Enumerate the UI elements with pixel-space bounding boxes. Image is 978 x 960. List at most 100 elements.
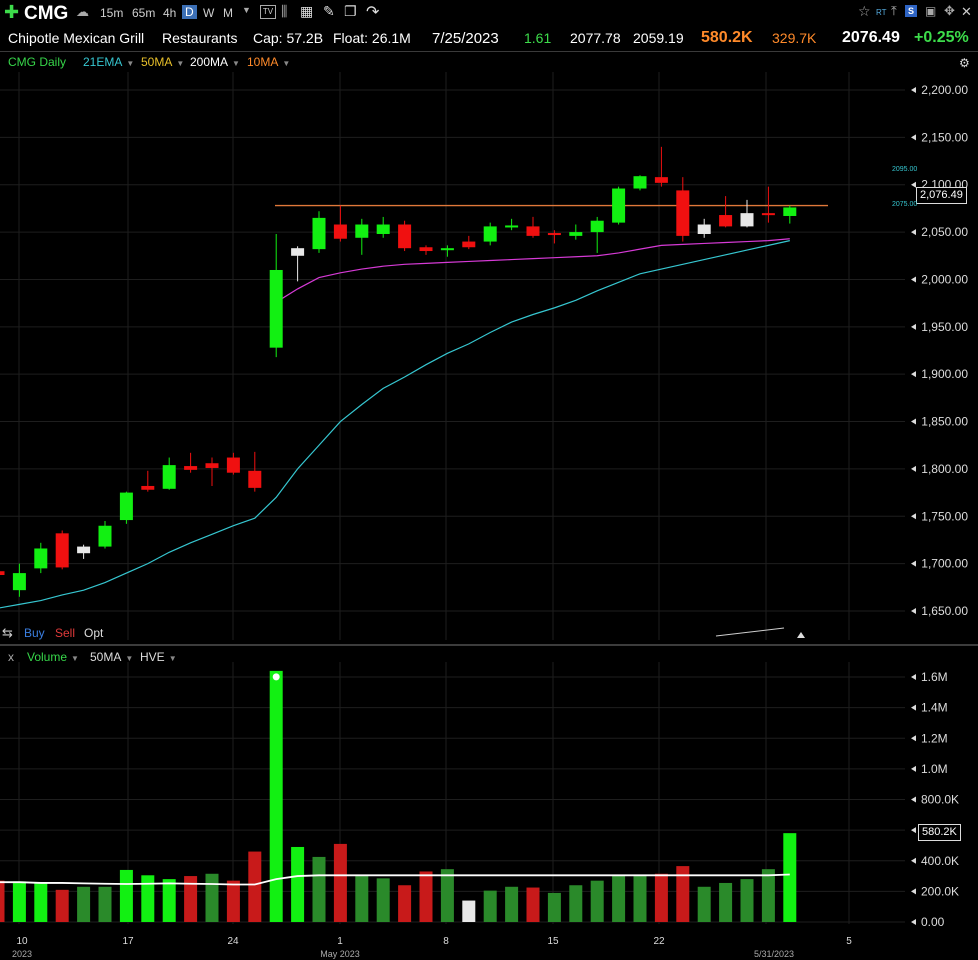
layers-icon[interactable]: ❐ (344, 3, 357, 19)
trendline[interactable] (715, 627, 785, 637)
interval-d[interactable]: D (182, 5, 197, 19)
add-icon[interactable]: ✚ (4, 2, 20, 22)
candle-body (34, 548, 48, 569)
draw-icon[interactable]: ✎ (323, 3, 335, 19)
volume-bar (398, 885, 412, 922)
s-flag[interactable]: S (905, 5, 918, 17)
volume-50ma-study[interactable]: 50MA ▼ (90, 650, 133, 664)
indicators-icon[interactable]: ▦ (300, 3, 314, 19)
candle-body (440, 248, 454, 251)
date-tick-label: 5 (846, 936, 852, 947)
tick-arrow-icon (911, 181, 916, 188)
study-label: 50MA (141, 55, 173, 69)
study-21ema[interactable]: 21EMA ▼ (83, 55, 134, 69)
volume-bar (697, 886, 711, 922)
candle-body (77, 546, 91, 554)
last-price: 2076.49 (842, 29, 900, 46)
candle-body (419, 247, 433, 252)
volume-study[interactable]: Volume ▼ (27, 650, 79, 664)
compare-icon[interactable]: ⫼ (281, 3, 288, 19)
study-200ma[interactable]: 200MA ▼ (190, 55, 240, 69)
tick-arrow-icon (911, 513, 916, 520)
study-cmg-daily[interactable]: CMG Daily (8, 55, 66, 69)
volume-bar (269, 670, 283, 922)
chevron-down-icon: ▼ (168, 654, 177, 663)
hve-study[interactable]: HVE ▼ (140, 650, 177, 664)
close-volume-panel-button[interactable]: x (8, 650, 14, 664)
volume-tick-label: 1.0M (921, 762, 948, 776)
candle-body (226, 457, 240, 473)
interval-m[interactable]: M (223, 6, 233, 20)
candle-body (676, 190, 690, 236)
interval-dropdown-icon[interactable]: ▼ (242, 5, 251, 15)
candle-body (590, 220, 604, 233)
tick-arrow-icon (911, 87, 916, 93)
swap-icon[interactable]: ⇆ (2, 625, 13, 640)
volume-tick-label: 400.0K (921, 854, 959, 868)
study-label: 200MA (190, 55, 229, 69)
chevron-down-icon: ▼ (232, 59, 240, 68)
upper-hgrid (0, 89, 905, 612)
tick-arrow-icon (911, 704, 916, 711)
date-tick-label: 17 (122, 936, 134, 947)
volume-bar (333, 843, 347, 922)
alert-icon[interactable]: ☁ (76, 4, 89, 19)
mini-label-upper: 2095.00 (892, 166, 918, 173)
chevron-down-icon: ▼ (125, 654, 134, 663)
share-icon[interactable]: ↷ (366, 4, 380, 21)
volume-bar (719, 882, 733, 922)
interval-w[interactable]: W (203, 6, 215, 20)
candle-body (205, 463, 219, 468)
study-label: Volume (27, 650, 68, 664)
buy-button[interactable]: Buy (24, 626, 45, 640)
volume-bars (0, 670, 797, 922)
rt-flag[interactable]: RT (876, 8, 887, 17)
volume-bar (205, 873, 219, 922)
interval-4h[interactable]: 4h (163, 6, 177, 20)
volume-bar (55, 889, 69, 922)
tick-arrow-icon (911, 323, 916, 330)
volume-box: 580.2K (918, 824, 961, 841)
volume-bar (676, 866, 690, 922)
volume-bar (526, 887, 540, 922)
price-tick-label: 2,050.00 (921, 225, 968, 239)
price-tick-label: 1,950.00 (921, 320, 968, 334)
tv-icon[interactable]: TV (260, 5, 276, 19)
volume-tick-label: 1.4M (921, 701, 948, 715)
study-10ma[interactable]: 10MA ▼ (247, 55, 290, 69)
options-button[interactable]: Opt (84, 626, 104, 640)
move-icon[interactable]: ✥ (944, 3, 955, 18)
sell-button[interactable]: Sell (55, 626, 76, 640)
candle-body (761, 213, 775, 216)
tick-arrow-icon (911, 465, 916, 472)
date-sub-label: May 2023 (320, 949, 360, 959)
candle-body (505, 225, 519, 228)
volume-bar (291, 846, 305, 922)
interval-65m[interactable]: 65m (132, 6, 156, 20)
volume-bar (633, 876, 647, 922)
candle-body (355, 224, 369, 238)
settings-icon[interactable]: ⚙ (959, 56, 970, 70)
pin-icon[interactable]: ⤒ (891, 3, 897, 18)
percent-change: +0.25% (914, 29, 969, 46)
up-arrow-icon (797, 632, 805, 638)
volume-tick-label: 1.6M (921, 670, 948, 684)
volume-bar (119, 869, 133, 922)
symbol-field[interactable]: CMG (24, 3, 69, 24)
candle-body (740, 213, 754, 227)
volume-bar (141, 875, 155, 922)
upper-grid (18, 72, 850, 640)
close-icon[interactable]: ✕ (961, 4, 972, 19)
star-icon[interactable]: ☆ (858, 3, 871, 19)
volume-bar (376, 878, 390, 922)
volume-axis: 1.6M1.4M1.2M1.0M800.0K600.0K400.0K200.0K… (911, 670, 959, 929)
float-value: Float: 26.1M (333, 30, 411, 46)
volume-tick-label: 800.0K (921, 793, 959, 807)
study-label: CMG Daily (8, 55, 67, 69)
candle-body (141, 485, 155, 490)
candle-body (162, 465, 176, 489)
save-icon[interactable]: ▣ (925, 4, 937, 18)
interval-15m[interactable]: 15m (100, 6, 124, 20)
study-50ma[interactable]: 50MA ▼ (141, 55, 184, 69)
